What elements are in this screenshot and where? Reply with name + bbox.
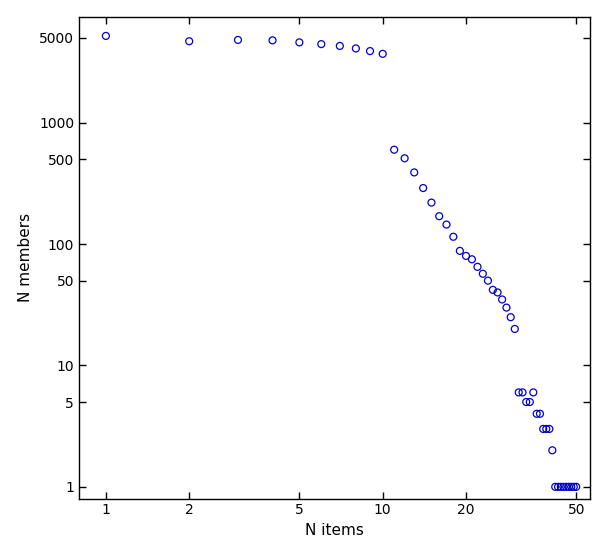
Point <box>365 47 375 55</box>
Point <box>378 49 387 58</box>
Point <box>497 295 507 304</box>
Point <box>389 145 399 154</box>
Point <box>556 483 565 491</box>
Point <box>545 424 554 433</box>
Point <box>514 388 523 397</box>
Point <box>559 483 568 491</box>
Point <box>434 212 444 220</box>
Point <box>316 40 326 49</box>
Point <box>517 388 527 397</box>
Point <box>101 32 111 40</box>
Point <box>472 263 482 271</box>
Point <box>351 44 361 53</box>
Point <box>427 198 437 207</box>
Point <box>572 483 581 491</box>
Point <box>409 168 419 177</box>
Point <box>510 325 520 334</box>
Point <box>525 398 534 407</box>
Point <box>502 303 511 312</box>
Point <box>553 483 563 491</box>
Point <box>522 398 531 407</box>
Point <box>538 424 548 433</box>
Point <box>441 220 451 229</box>
X-axis label: N items: N items <box>305 523 364 538</box>
Point <box>461 252 471 260</box>
Point <box>418 183 428 192</box>
Point <box>233 35 243 44</box>
Point <box>569 483 579 491</box>
Y-axis label: N members: N members <box>18 213 33 302</box>
Point <box>506 313 516 322</box>
Point <box>268 36 277 45</box>
Point <box>564 483 573 491</box>
Point <box>547 446 557 455</box>
Point <box>335 42 345 50</box>
Point <box>492 288 502 297</box>
Point <box>550 483 560 491</box>
Point <box>532 409 542 418</box>
Point <box>467 255 477 264</box>
Point <box>528 388 538 397</box>
Point <box>488 285 498 294</box>
Point <box>294 38 304 47</box>
Point <box>483 276 493 285</box>
Point <box>478 269 488 278</box>
Point <box>184 37 194 45</box>
Point <box>561 483 571 491</box>
Point <box>567 483 576 491</box>
Point <box>449 232 458 241</box>
Point <box>399 154 409 163</box>
Point <box>455 247 465 255</box>
Point <box>542 424 551 433</box>
Point <box>535 409 545 418</box>
